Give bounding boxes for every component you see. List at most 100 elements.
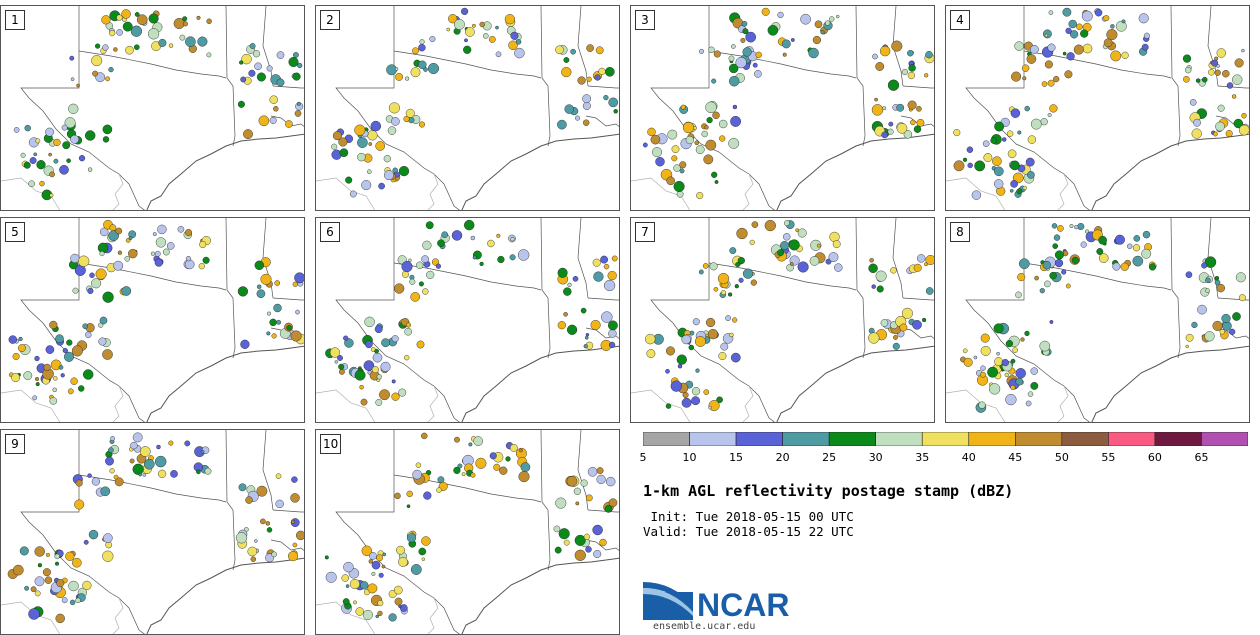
echo-cell	[671, 145, 680, 154]
echo-cell	[360, 581, 369, 590]
echo-cell	[868, 332, 880, 344]
echo-cell	[254, 260, 264, 270]
echo-cell	[132, 463, 144, 475]
echo-cell	[691, 396, 700, 406]
echo-cell	[361, 545, 372, 557]
echo-cell	[711, 78, 717, 84]
echo-cell	[364, 316, 375, 328]
echo-cell	[369, 552, 377, 560]
echo-cell	[896, 123, 908, 134]
echo-cell	[780, 241, 789, 250]
echo-cell	[670, 380, 682, 392]
echo-cell	[394, 597, 403, 606]
echo-cell	[464, 38, 468, 43]
echo-cell	[383, 170, 394, 181]
echo-cell	[1132, 244, 1141, 252]
echo-cell	[77, 385, 85, 392]
echo-cell	[130, 441, 138, 450]
echo-cell	[893, 335, 898, 340]
echo-cell	[1007, 149, 1017, 159]
echo-cell	[199, 241, 207, 249]
echo-cell	[168, 440, 174, 446]
echo-cell	[681, 334, 691, 345]
echo-cell	[122, 21, 133, 32]
echo-cell	[580, 479, 588, 487]
echo-cell	[834, 263, 843, 272]
echo-cell	[129, 458, 135, 464]
echo-cell	[574, 534, 586, 546]
echo-cell	[1048, 10, 1054, 15]
echo-cell	[265, 553, 274, 563]
echo-cell	[642, 142, 648, 148]
echo-cell	[680, 104, 686, 110]
echo-cell	[888, 121, 894, 127]
echo-cell	[1030, 118, 1042, 130]
echo-cell	[703, 154, 714, 165]
echo-cell	[482, 33, 489, 39]
echo-cell	[606, 476, 616, 487]
echo-cell	[64, 351, 75, 362]
colorbar-tick-label: 5	[639, 451, 647, 464]
echo-cell	[1241, 48, 1245, 53]
echo-cell	[978, 401, 986, 409]
echo-cell	[1185, 344, 1189, 349]
echo-cell	[712, 111, 720, 120]
echo-cell	[138, 473, 142, 477]
echo-cell	[342, 598, 350, 606]
echo-cell	[108, 447, 114, 453]
panel-number-label: 7	[635, 222, 655, 242]
echo-cell	[829, 231, 840, 243]
echo-cell	[202, 256, 210, 264]
echo-cell	[158, 38, 167, 47]
echo-cell	[45, 127, 54, 137]
echo-cell	[361, 180, 372, 191]
colorbar-tick-label: 55	[1101, 451, 1116, 464]
echo-cell	[61, 597, 68, 604]
echo-cell	[136, 14, 148, 26]
echo-cell	[55, 613, 65, 624]
echo-cell	[12, 352, 20, 360]
echo-cell	[95, 72, 106, 83]
echo-cell	[812, 35, 822, 45]
echo-cell	[23, 371, 33, 381]
echo-cell	[1238, 124, 1249, 136]
echo-cell	[718, 119, 728, 129]
echo-cell	[394, 492, 401, 500]
echo-cell	[49, 397, 58, 405]
echo-cell	[422, 240, 432, 250]
state-border	[78, 474, 227, 503]
echo-cell	[295, 309, 300, 315]
echo-cell	[250, 556, 257, 562]
state-border	[577, 218, 589, 299]
echo-cell	[170, 470, 178, 478]
echo-cell	[394, 283, 405, 294]
echo-cell	[789, 262, 794, 266]
colorbar-swatch	[1154, 432, 1202, 446]
state-border	[587, 297, 619, 301]
echo-cell	[121, 9, 131, 19]
state-border	[585, 115, 619, 127]
echo-cell	[294, 272, 304, 284]
echo-cell	[1017, 273, 1026, 282]
colorbar-tick-label: 10	[682, 451, 697, 464]
echo-cell	[436, 487, 442, 493]
echo-cell	[463, 219, 475, 231]
echo-cell	[142, 473, 147, 477]
map-9	[1, 430, 304, 634]
echo-cell	[260, 518, 266, 525]
echo-cell	[1027, 135, 1037, 144]
state-border	[650, 218, 775, 422]
echo-cell	[1096, 248, 1104, 255]
echo-cell	[98, 337, 107, 346]
echo-cell	[504, 14, 516, 25]
state-border	[112, 385, 124, 422]
echo-cell	[292, 52, 299, 58]
echo-cell	[1049, 320, 1054, 324]
echo-cell	[809, 256, 820, 266]
echo-cell	[363, 360, 375, 371]
echo-cell	[609, 341, 616, 349]
echo-cell	[117, 250, 122, 255]
echo-cell	[990, 137, 997, 144]
echo-cell	[679, 168, 685, 174]
echo-cell	[66, 339, 73, 346]
